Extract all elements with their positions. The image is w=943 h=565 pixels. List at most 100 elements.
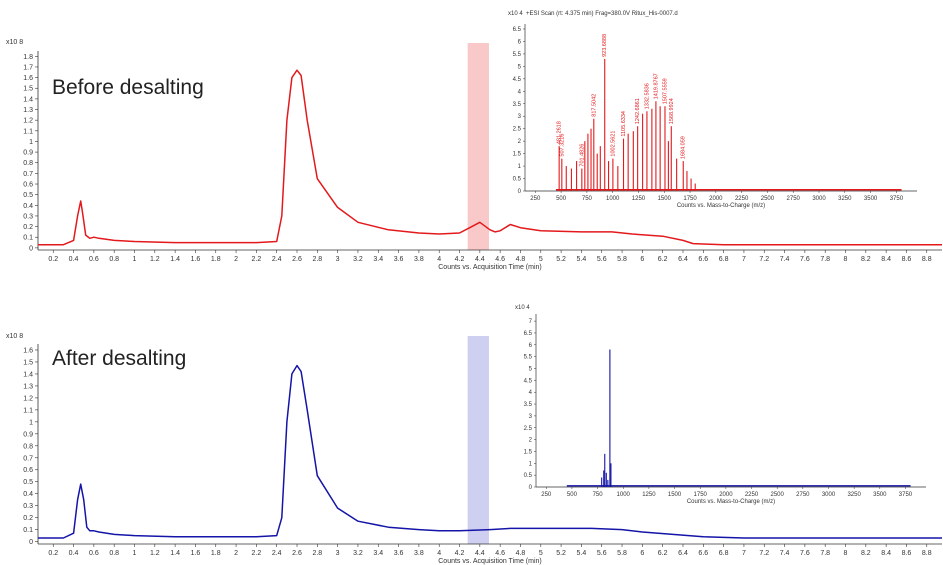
x-tick-label: 3 [336, 550, 340, 557]
x-tick-label: 1250 [642, 492, 656, 498]
y-scale-label: x10 4 [515, 305, 530, 311]
y-tick-label: 3 [518, 114, 522, 120]
x-tick-label: 7.2 [759, 550, 769, 557]
y-tick-label: 1.1 [23, 128, 33, 135]
y-tick-label: 0.3 [23, 503, 33, 510]
peak-label: 481.2618 [557, 121, 563, 144]
x-tick-label: 2500 [761, 196, 775, 202]
x-tick-label: 3250 [847, 492, 861, 498]
y-tick-label: 4 [518, 89, 522, 95]
x-tick-label: 5.8 [617, 256, 627, 263]
y-tick-label: 0.1 [23, 235, 33, 242]
x-tick-label: 1.2 [150, 550, 160, 557]
y-tick-label: 0.6 [23, 182, 33, 189]
chromatogram-line [38, 364, 942, 539]
x-tick-label: 4.8 [516, 550, 526, 557]
y-tick-label: 7 [529, 319, 533, 325]
y-tick-label: 1.6 [23, 347, 33, 354]
after-desalting-chart: 0 0.1 0.2 0.3 0.4 0.5 0.6 0.7 0.8 0.9 1 1.1 1.2 1.3 1.… [6, 333, 942, 565]
x-tick-label: 3.6 [394, 256, 404, 263]
x-tick-label: 7.8 [820, 256, 830, 263]
y-tick-label: 0.8 [23, 443, 33, 450]
before-desalting-spectrum-inset: 0 0.5 1 1.5 2 2.5 3 3.5 4 4.5 5 5.5 6 6.5 250 500 750 100… [508, 11, 917, 209]
y-tick-label: 4 [529, 390, 533, 396]
y-tick-label: 0.4 [23, 491, 33, 498]
x-tick-label: 3.8 [414, 550, 424, 557]
peak-label: 1507.5559 [662, 78, 668, 104]
y-tick-label: 0.7 [23, 171, 33, 178]
inset-background [536, 312, 926, 487]
x-tick-label: 5.6 [597, 256, 607, 263]
y-tick-label: 1 [529, 461, 533, 467]
x-tick-label: 1.8 [211, 256, 221, 263]
peak-label: 1568.9924 [669, 98, 675, 124]
x-tick-label: 8 [844, 550, 848, 557]
inset-background [525, 22, 917, 191]
x-tick-label: 8.6 [902, 550, 912, 557]
x-tick-label: 2750 [787, 196, 801, 202]
peak-label: 1002.5621 [610, 131, 616, 157]
y-tick-label: 0.7 [23, 455, 33, 462]
x-tick-label: 750 [582, 196, 593, 202]
y-tick-label: 1.5 [513, 152, 522, 158]
spectrum-title: +ESI Scan (rt: 4.375 min) Frag=380.0V Ri… [526, 11, 678, 17]
y-tick-label: 2 [529, 438, 533, 444]
peak-label: 507.3216 [559, 134, 565, 157]
peak-label: 1684.059 [681, 136, 687, 159]
y-tick-label: 1.2 [23, 395, 33, 402]
x-tick-label: 6.2 [658, 256, 668, 263]
x-tick-label: 5.2 [556, 550, 566, 557]
y-tick-label: 3.5 [524, 402, 533, 408]
x-tick-label: 3.4 [373, 550, 383, 557]
x-tick-label: 750 [593, 492, 604, 498]
y-tick-label: 0.2 [23, 515, 33, 522]
x-tick-label: 4 [437, 256, 441, 263]
x-tick-label: 7.6 [800, 256, 810, 263]
x-tick-label: 2000 [709, 196, 723, 202]
x-tick-label: 4.2 [455, 550, 465, 557]
x-tick-label: 6.6 [698, 550, 708, 557]
x-tick-label: 5.4 [577, 550, 587, 557]
x-tick-label: 1.8 [211, 550, 221, 557]
peak-label: 923.6888 [602, 34, 608, 57]
before-desalting-label: Before desalting [52, 76, 204, 99]
x-tick-label: 8.2 [861, 256, 871, 263]
x-tick-label: 3500 [873, 492, 887, 498]
x-tick-label: 2.4 [272, 550, 282, 557]
x-tick-label: 250 [530, 196, 541, 202]
x-tick-label: 3000 [812, 196, 826, 202]
x-tick-label: 5.4 [577, 256, 587, 263]
y-tick-label: 1 [518, 164, 522, 170]
y-tick-label: 6.5 [513, 27, 522, 33]
y-tick-label: 3 [529, 414, 533, 420]
after-desalting-spectrum-inset: 0 0.5 1 1.5 2 2.5 3 3.5 4 4.5 5 5.5 6 6.5 7 250 500 750 10… [515, 305, 926, 505]
retention-window-highlight [467, 336, 489, 544]
x-tick-label: 2000 [719, 492, 733, 498]
y-tick-label: 0.5 [23, 479, 33, 486]
peak-label: 1105.6334 [621, 111, 627, 137]
x-tick-label: 8.4 [881, 256, 891, 263]
x-axis-title: Counts vs. Acquisition Time (min) [438, 558, 541, 565]
x-tick-label: 500 [567, 492, 578, 498]
y-scale-label: x10 8 [6, 333, 23, 340]
after-desalting-label: After desalting [52, 347, 187, 370]
x-tick-label: 4.6 [495, 256, 505, 263]
y-tick-label: 4.5 [513, 77, 522, 83]
x-tick-label: 1750 [683, 196, 697, 202]
x-tick-label: 3750 [899, 492, 913, 498]
y-tick-label: 0 [518, 189, 522, 195]
x-tick-label: 1 [133, 550, 137, 557]
x-tick-label: 5.6 [597, 550, 607, 557]
y-tick-label: 1.5 [23, 86, 33, 93]
x-tick-label: 1.2 [150, 256, 160, 263]
x-tick-label: 2.6 [292, 256, 302, 263]
y-tick-label: 2 [518, 139, 522, 145]
x-tick-label: 5.8 [617, 550, 627, 557]
y-tick-label: 1.3 [23, 383, 33, 390]
x-tick-label: 0.8 [109, 550, 119, 557]
y-tick-label: 6 [518, 39, 522, 45]
x-tick-label: 0.2 [48, 550, 58, 557]
x-tick-label: 0.4 [69, 550, 79, 557]
y-tick-label: 2.5 [524, 426, 533, 432]
